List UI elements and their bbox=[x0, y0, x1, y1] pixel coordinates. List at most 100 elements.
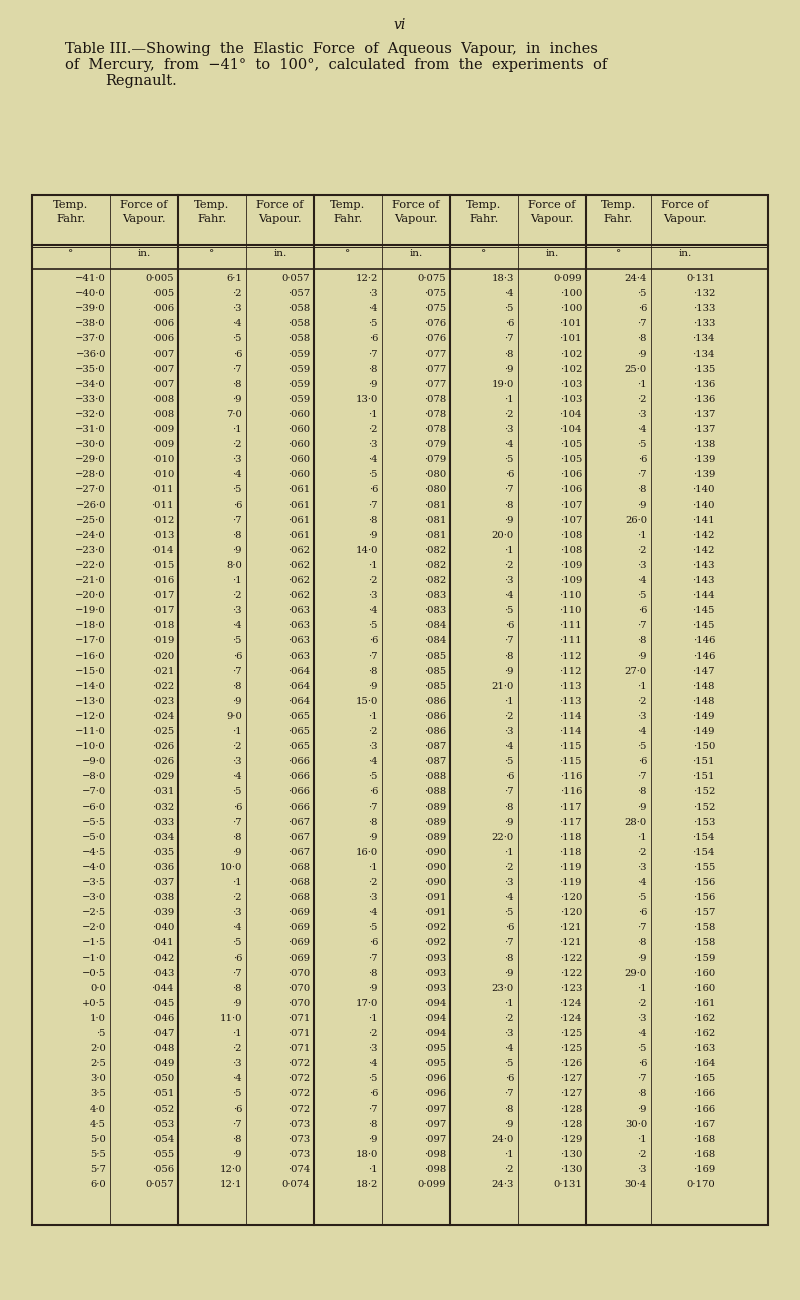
Text: ·5: ·5 bbox=[505, 1060, 514, 1069]
Text: ·1: ·1 bbox=[368, 712, 378, 722]
Text: −35·0: −35·0 bbox=[75, 364, 106, 373]
Text: ·029: ·029 bbox=[152, 772, 174, 781]
Text: ·6: ·6 bbox=[505, 320, 514, 329]
Text: ·086: ·086 bbox=[424, 697, 446, 706]
Text: ·112: ·112 bbox=[559, 667, 582, 676]
Text: ·4: ·4 bbox=[368, 606, 378, 615]
Text: ·025: ·025 bbox=[152, 727, 174, 736]
Text: ·3: ·3 bbox=[505, 1030, 514, 1037]
Text: 26·0: 26·0 bbox=[625, 516, 647, 525]
Text: −22·0: −22·0 bbox=[75, 562, 106, 569]
Text: −16·0: −16·0 bbox=[75, 651, 106, 660]
Text: ·7: ·7 bbox=[638, 772, 647, 781]
Text: −11·0: −11·0 bbox=[75, 727, 106, 736]
Text: vi: vi bbox=[394, 18, 406, 32]
Text: ·3: ·3 bbox=[233, 606, 242, 615]
Text: 0·074: 0·074 bbox=[282, 1180, 310, 1190]
Text: ·8: ·8 bbox=[505, 1105, 514, 1114]
Text: ·2: ·2 bbox=[638, 848, 647, 857]
Text: ·076: ·076 bbox=[424, 320, 446, 329]
Text: ·9: ·9 bbox=[505, 1119, 514, 1128]
Text: ·074: ·074 bbox=[288, 1165, 310, 1174]
Text: ·8: ·8 bbox=[233, 380, 242, 389]
Text: ·117: ·117 bbox=[559, 802, 582, 811]
Text: ·138: ·138 bbox=[693, 441, 715, 450]
Text: ·093: ·093 bbox=[424, 968, 446, 978]
Text: ·2: ·2 bbox=[638, 697, 647, 706]
Text: ·073: ·073 bbox=[288, 1135, 310, 1144]
Text: ·058: ·058 bbox=[288, 304, 310, 313]
Text: 5·0: 5·0 bbox=[90, 1135, 106, 1144]
Text: ·159: ·159 bbox=[693, 954, 715, 962]
Text: ·6: ·6 bbox=[369, 637, 378, 646]
Text: ·020: ·020 bbox=[152, 651, 174, 660]
Text: ·2: ·2 bbox=[638, 998, 647, 1008]
Text: 0·099: 0·099 bbox=[418, 1180, 446, 1190]
Text: ·1: ·1 bbox=[638, 1135, 647, 1144]
Text: −15·0: −15·0 bbox=[75, 667, 106, 676]
Text: 6·0: 6·0 bbox=[90, 1180, 106, 1190]
Text: ·091: ·091 bbox=[424, 893, 446, 902]
Text: ·8: ·8 bbox=[505, 350, 514, 359]
Text: ·9: ·9 bbox=[369, 681, 378, 690]
Text: ·2: ·2 bbox=[233, 441, 242, 450]
Text: ·064: ·064 bbox=[288, 667, 310, 676]
Text: ·084: ·084 bbox=[424, 621, 446, 630]
Text: ·3: ·3 bbox=[369, 742, 378, 751]
Text: Temp.
Fahr.: Temp. Fahr. bbox=[194, 200, 230, 224]
Text: ·116: ·116 bbox=[560, 788, 582, 797]
Text: 6·1: 6·1 bbox=[226, 274, 242, 283]
Text: ·2: ·2 bbox=[505, 1014, 514, 1023]
Text: ·093: ·093 bbox=[424, 954, 446, 962]
Text: ·9: ·9 bbox=[369, 833, 378, 842]
Text: ·9: ·9 bbox=[505, 516, 514, 525]
Text: −39·0: −39·0 bbox=[75, 304, 106, 313]
Text: ·158: ·158 bbox=[693, 923, 715, 932]
Text: ·072: ·072 bbox=[288, 1060, 310, 1069]
Text: 17·0: 17·0 bbox=[356, 998, 378, 1008]
Text: −38·0: −38·0 bbox=[75, 320, 106, 329]
Text: ·6: ·6 bbox=[638, 455, 647, 464]
Text: ·7: ·7 bbox=[369, 350, 378, 359]
Text: ·157: ·157 bbox=[693, 909, 715, 918]
Text: ·061: ·061 bbox=[288, 485, 310, 494]
Text: ·6: ·6 bbox=[505, 772, 514, 781]
Text: −5·0: −5·0 bbox=[82, 833, 106, 842]
Text: ·8: ·8 bbox=[233, 530, 242, 540]
Text: ·059: ·059 bbox=[288, 380, 310, 389]
Text: ·6: ·6 bbox=[505, 471, 514, 480]
Text: ·9: ·9 bbox=[369, 530, 378, 540]
Text: ·4: ·4 bbox=[638, 878, 647, 887]
Text: ·162: ·162 bbox=[693, 1014, 715, 1023]
Text: ·6: ·6 bbox=[638, 909, 647, 918]
Text: 28·0: 28·0 bbox=[625, 818, 647, 827]
Text: ·4: ·4 bbox=[638, 727, 647, 736]
Text: ·078: ·078 bbox=[424, 425, 446, 434]
Text: ·7: ·7 bbox=[505, 485, 514, 494]
Text: ·2: ·2 bbox=[505, 863, 514, 872]
Text: ·104: ·104 bbox=[559, 425, 582, 434]
Text: ·4: ·4 bbox=[638, 425, 647, 434]
Text: ·5: ·5 bbox=[369, 772, 378, 781]
Text: 0·131: 0·131 bbox=[686, 274, 715, 283]
Text: ·110: ·110 bbox=[559, 592, 582, 601]
Text: ·2: ·2 bbox=[233, 1044, 242, 1053]
Text: ·115: ·115 bbox=[559, 742, 582, 751]
Text: −6·0: −6·0 bbox=[82, 802, 106, 811]
Text: ·026: ·026 bbox=[152, 742, 174, 751]
Text: 12·0: 12·0 bbox=[220, 1165, 242, 1174]
Text: ·071: ·071 bbox=[288, 1044, 310, 1053]
Text: ·102: ·102 bbox=[560, 364, 582, 373]
Text: ·085: ·085 bbox=[424, 651, 446, 660]
Text: ·012: ·012 bbox=[152, 516, 174, 525]
Text: −3·5: −3·5 bbox=[82, 878, 106, 887]
Text: ·007: ·007 bbox=[152, 364, 174, 373]
Text: ·086: ·086 bbox=[424, 712, 446, 722]
Text: ·006: ·006 bbox=[152, 334, 174, 343]
Text: ·021: ·021 bbox=[152, 667, 174, 676]
Text: ·2: ·2 bbox=[233, 893, 242, 902]
Text: −28·0: −28·0 bbox=[75, 471, 106, 480]
Text: −30·0: −30·0 bbox=[75, 441, 106, 450]
Text: ·087: ·087 bbox=[424, 757, 446, 766]
Text: ·9: ·9 bbox=[233, 546, 242, 555]
